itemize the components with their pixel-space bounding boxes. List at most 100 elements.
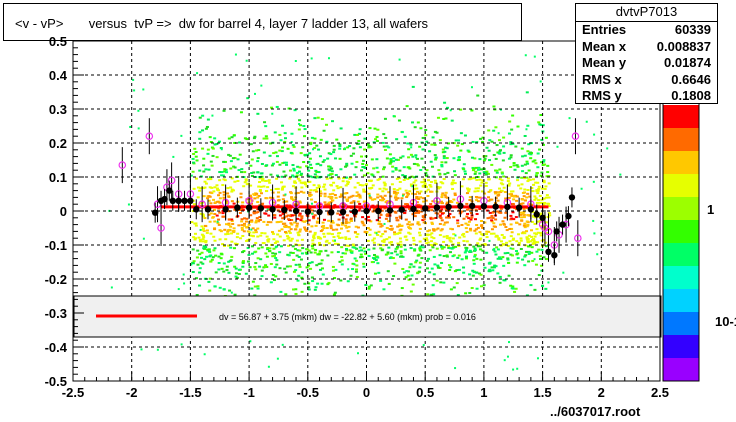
- density-cell: [435, 247, 439, 250]
- density-cell: [213, 212, 217, 215]
- density-cell: [426, 230, 430, 233]
- density-cell: [350, 251, 354, 254]
- colorbar-cell: [663, 105, 699, 129]
- density-cell: [531, 190, 535, 193]
- density-cell: [252, 193, 256, 196]
- density-cell: [477, 272, 481, 275]
- density-cell: [313, 214, 317, 217]
- density-cell: [406, 274, 410, 277]
- density-cell: [447, 142, 451, 145]
- density-cell: [497, 187, 501, 190]
- density-cell: [289, 215, 293, 218]
- density-cell: [213, 186, 217, 189]
- density-cell: [351, 262, 355, 265]
- density-cell: [422, 218, 426, 221]
- density-cell: [410, 274, 414, 277]
- density-cell: [479, 237, 483, 240]
- colorbar-label: 1: [707, 202, 714, 217]
- density-cell: [280, 188, 284, 191]
- density-cell: [249, 340, 252, 343]
- density-cell: [206, 197, 210, 200]
- density-cell: [331, 265, 335, 268]
- density-cell: [415, 157, 419, 160]
- density-cell: [512, 368, 515, 371]
- density-cell: [484, 181, 488, 184]
- density-cell: [471, 169, 475, 172]
- density-cell: [527, 143, 531, 146]
- density-cell: [511, 211, 515, 214]
- density-cell: [338, 145, 342, 148]
- density-cell: [532, 178, 536, 181]
- density-cell: [271, 112, 274, 115]
- density-cell: [431, 284, 435, 287]
- density-cell: [205, 229, 209, 232]
- density-cell: [394, 193, 398, 196]
- density-cell: [403, 211, 407, 214]
- density-cell: [411, 236, 415, 239]
- density-cloud: [108, 53, 622, 371]
- density-cell: [354, 225, 358, 228]
- density-cell: [510, 287, 514, 290]
- density-cell: [504, 211, 508, 214]
- chart-title: <v - vP> versus tvP => dw for barrel 4, …: [15, 16, 429, 31]
- density-cell: [540, 269, 544, 272]
- density-cell: [218, 191, 222, 194]
- density-cell: [508, 341, 511, 344]
- density-cell: [250, 287, 254, 290]
- density-cell: [225, 200, 229, 203]
- density-cell: [201, 228, 205, 231]
- density-cell: [298, 179, 302, 182]
- density-cell: [545, 257, 549, 260]
- density-cell: [398, 58, 401, 61]
- density-cell: [426, 179, 430, 182]
- density-cell: [254, 241, 258, 244]
- density-cell: [251, 150, 255, 153]
- density-cell: [233, 166, 237, 169]
- density-cell: [482, 284, 486, 287]
- density-cell: [274, 151, 278, 154]
- density-cell: [292, 167, 296, 170]
- density-cell: [404, 203, 408, 206]
- density-cell: [349, 274, 353, 277]
- density-cell: [430, 236, 434, 239]
- density-cell: [545, 175, 549, 178]
- density-cell: [489, 232, 493, 235]
- density-cell: [490, 228, 494, 231]
- density-cell: [228, 289, 232, 292]
- density-cell: [481, 140, 485, 143]
- density-cell: [481, 249, 485, 252]
- density-cell: [437, 187, 441, 190]
- density-cell: [537, 185, 541, 188]
- density-cell: [303, 220, 307, 223]
- density-cell: [318, 236, 322, 239]
- density-cell: [180, 343, 183, 346]
- density-cell: [373, 231, 377, 234]
- density-cell: [281, 162, 285, 165]
- density-cell: [221, 243, 225, 246]
- density-cell: [350, 219, 354, 222]
- density-cell: [297, 170, 301, 173]
- density-cell: [288, 231, 292, 234]
- density-cell: [265, 137, 269, 140]
- density-cell: [276, 357, 279, 360]
- density-cell: [203, 353, 206, 356]
- density-cell: [509, 247, 512, 250]
- density-cell: [533, 222, 537, 225]
- density-cell: [429, 217, 433, 220]
- density-cell: [399, 250, 403, 253]
- density-cell: [462, 232, 466, 235]
- y-tick-label: -0.1: [45, 238, 67, 253]
- density-cell: [278, 149, 282, 152]
- density-cell: [472, 177, 476, 180]
- density-cell: [209, 178, 213, 181]
- density-cell: [194, 224, 198, 227]
- density-cell: [281, 212, 285, 215]
- density-cell: [494, 253, 498, 256]
- density-cell: [198, 238, 202, 241]
- density-cell: [312, 234, 316, 237]
- density-cell: [326, 254, 330, 257]
- density-cell: [300, 271, 304, 274]
- density-cell: [359, 253, 363, 256]
- density-cell: [309, 267, 313, 270]
- density-cell: [440, 219, 444, 222]
